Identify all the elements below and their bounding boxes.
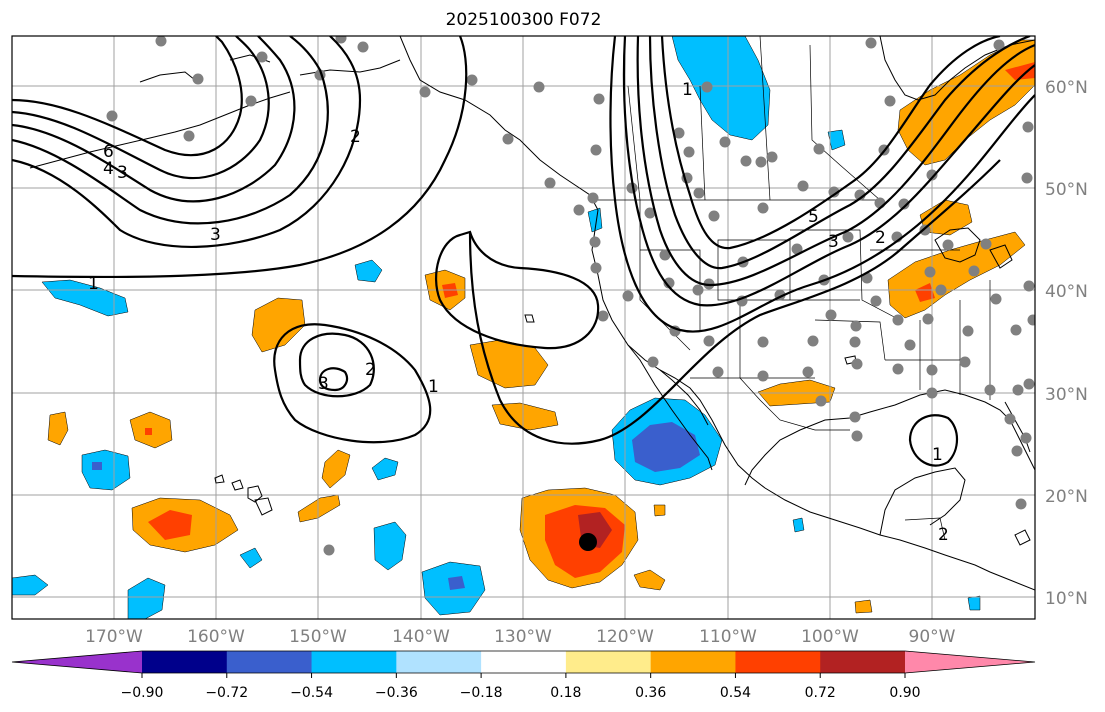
contour-label: 3 bbox=[828, 232, 839, 252]
map-title: 2025100300 F072 bbox=[445, 10, 602, 30]
lon-label: 90°W bbox=[909, 627, 956, 647]
lon-label: 100°W bbox=[801, 627, 859, 647]
contour-label: 5 bbox=[808, 207, 819, 227]
colorbar-tick-label: −0.54 bbox=[290, 685, 333, 701]
colorbar-segment bbox=[650, 651, 736, 673]
contour-labels: 6 4 3 3 1 2 3 2 1 5 3 2 1 1 2 bbox=[88, 80, 949, 545]
colorbar-segment bbox=[565, 651, 652, 673]
colorbar-segment bbox=[820, 651, 906, 673]
contour-label: 3 bbox=[210, 225, 221, 245]
lon-label: 130°W bbox=[494, 627, 552, 647]
colorbar-tick-label: 0.72 bbox=[805, 685, 836, 701]
lat-label: 50°N bbox=[1045, 180, 1088, 200]
storm-center-marker bbox=[579, 533, 597, 551]
colorbar-segment bbox=[905, 651, 1035, 673]
contour-label: 1 bbox=[88, 274, 99, 294]
lon-label: 120°W bbox=[596, 627, 654, 647]
colorbar-segment bbox=[226, 651, 313, 673]
contour-label: 1 bbox=[932, 445, 943, 465]
colorbar-tick-label: 0.18 bbox=[550, 685, 581, 701]
coastlines bbox=[29, 36, 1035, 591]
colorbar-segment bbox=[311, 651, 397, 673]
contour-label: 6 bbox=[103, 142, 114, 162]
map-content: 6 4 3 3 1 2 3 2 1 5 3 2 1 1 2 bbox=[12, 36, 1035, 619]
lon-label: 140°W bbox=[392, 627, 450, 647]
contour-label: 2 bbox=[365, 360, 376, 380]
colorbar-tick-label: −0.90 bbox=[121, 685, 164, 701]
colorbar-segment bbox=[481, 651, 567, 673]
lat-label: 20°N bbox=[1045, 487, 1088, 507]
contour-label: 3 bbox=[318, 374, 329, 394]
contour-label: 3 bbox=[117, 163, 128, 183]
colorbar: −0.90 −0.72 −0.54 −0.36 −0.18 0.18 0.36 0.54 0.7… bbox=[11, 650, 1036, 701]
colorbar-tick-label: 0.90 bbox=[889, 685, 920, 701]
colorbar-segment bbox=[142, 651, 228, 673]
colorbar-tick-label: 0.36 bbox=[635, 685, 666, 701]
colorbar-segment bbox=[12, 651, 142, 673]
longitude-labels: 170°W 160°W 150°W 140°W 130°W 120°W 110°… bbox=[85, 627, 956, 647]
lat-label: 10°N bbox=[1045, 589, 1088, 609]
colorbar-segment bbox=[396, 651, 482, 673]
colorbar-segment bbox=[735, 651, 821, 673]
contour-label: 2 bbox=[875, 228, 886, 248]
graticule bbox=[12, 36, 1035, 619]
anomaly-fields bbox=[12, 36, 1035, 619]
colorbar-tick-label: −0.18 bbox=[460, 685, 503, 701]
map-frame bbox=[11, 35, 1036, 620]
lon-label: 110°W bbox=[699, 627, 757, 647]
height-contours bbox=[12, 36, 1035, 467]
latitude-labels: 60°N 50°N 40°N 30°N 20°N 10°N bbox=[1045, 78, 1088, 609]
colorbar-tick-label: −0.36 bbox=[375, 685, 418, 701]
contour-label: 4 bbox=[103, 159, 114, 179]
contour-label: 2 bbox=[350, 127, 361, 147]
contour-label: 1 bbox=[428, 377, 439, 397]
colorbar-tick-label: 0.54 bbox=[720, 685, 751, 701]
lon-label: 170°W bbox=[85, 627, 143, 647]
lat-label: 60°N bbox=[1045, 78, 1088, 98]
contour-label: 2 bbox=[938, 525, 949, 545]
lon-label: 160°W bbox=[187, 627, 245, 647]
lat-label: 30°N bbox=[1045, 385, 1088, 405]
lon-label: 150°W bbox=[289, 627, 347, 647]
colorbar-tick-label: −0.72 bbox=[205, 685, 248, 701]
lat-label: 40°N bbox=[1045, 282, 1088, 302]
contour-label: 1 bbox=[682, 80, 693, 100]
